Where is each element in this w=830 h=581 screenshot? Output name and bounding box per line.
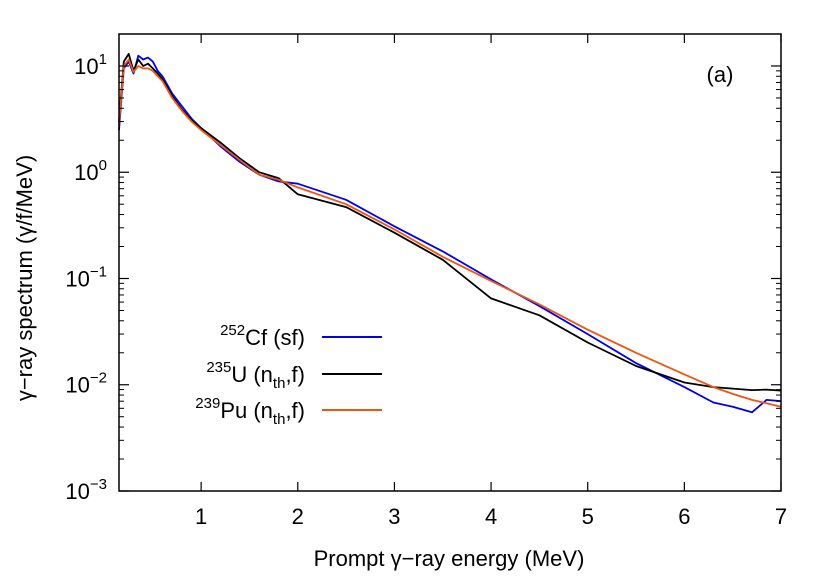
legend-label-2: 235U (nth,f) bbox=[206, 359, 305, 392]
y-tick-label: 10−1 bbox=[65, 263, 107, 291]
x-tick-label: 7 bbox=[775, 504, 787, 529]
legend-label-3: 239Pu (nth,f) bbox=[195, 395, 305, 428]
y-tick-label: 10−2 bbox=[65, 370, 107, 398]
x-tick-label: 4 bbox=[485, 504, 497, 529]
y-axis: 101 100 10−1 10−2 10−3 bbox=[65, 33, 781, 504]
panel-label: (a) bbox=[707, 62, 734, 87]
series-lines bbox=[118, 53, 782, 414]
x-tick-label: 1 bbox=[195, 504, 207, 529]
x-axis: 1 2 3 4 5 6 7 bbox=[195, 34, 787, 529]
series-line-3 bbox=[118, 58, 782, 408]
series-line-2 bbox=[118, 53, 782, 392]
y-tick-label: 100 bbox=[74, 157, 107, 185]
y-axis-title: γ−ray spectrum (γ/f/MeV) bbox=[12, 155, 37, 401]
y-tick-label: 101 bbox=[74, 51, 107, 79]
y-tick-label: 10−3 bbox=[65, 476, 107, 504]
legend: 252Cf (sf) 235U (nth,f)239Pu (nth,f) bbox=[195, 322, 382, 428]
x-tick-label: 3 bbox=[388, 504, 400, 529]
x-tick-label: 6 bbox=[678, 504, 690, 529]
legend-label-1: 252Cf (sf) bbox=[220, 322, 305, 350]
plot-frame bbox=[118, 33, 782, 492]
x-tick-label: 2 bbox=[292, 504, 304, 529]
x-axis-title: Prompt γ−ray energy (MeV) bbox=[314, 546, 585, 571]
x-tick-label: 5 bbox=[582, 504, 594, 529]
